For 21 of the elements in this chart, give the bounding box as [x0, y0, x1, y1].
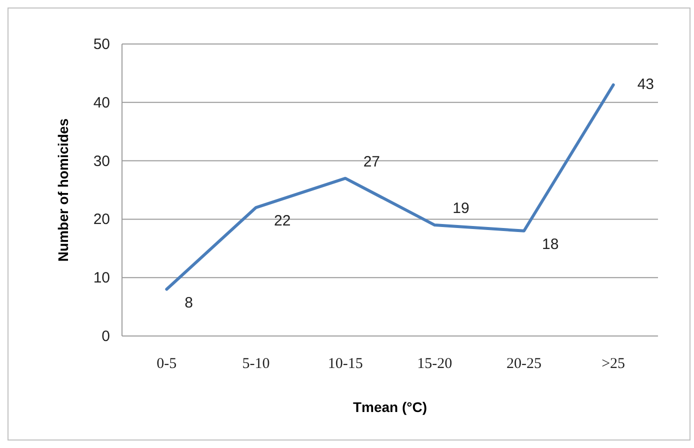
y-tick-label: 40 [93, 94, 110, 112]
y-tick-label: 30 [93, 152, 110, 170]
y-tick-label: 10 [93, 270, 110, 287]
data-label: 27 [363, 153, 380, 170]
x-tick-label: 20-25 [506, 356, 542, 372]
x-axis-title: Tmean (°C) [352, 399, 428, 415]
y-axis-title: Number of homicides [55, 118, 71, 262]
data-label: 18 [542, 236, 559, 253]
x-tick-label: >25 [602, 356, 626, 372]
data-label: 43 [637, 76, 654, 93]
x-tick-label: 0-5 [156, 356, 177, 372]
data-label: 19 [452, 200, 470, 218]
y-tick-label: 20 [93, 211, 110, 228]
x-tick-label: 10-15 [328, 356, 363, 372]
y-tick-label: 0 [102, 328, 110, 345]
data-label: 8 [184, 294, 194, 312]
y-tick-label: 50 [93, 36, 110, 53]
line-series [165, 83, 615, 291]
x-tick-label: 5-10 [242, 356, 270, 372]
x-tick-label: 15-20 [417, 356, 452, 372]
data-label: 22 [274, 212, 291, 230]
